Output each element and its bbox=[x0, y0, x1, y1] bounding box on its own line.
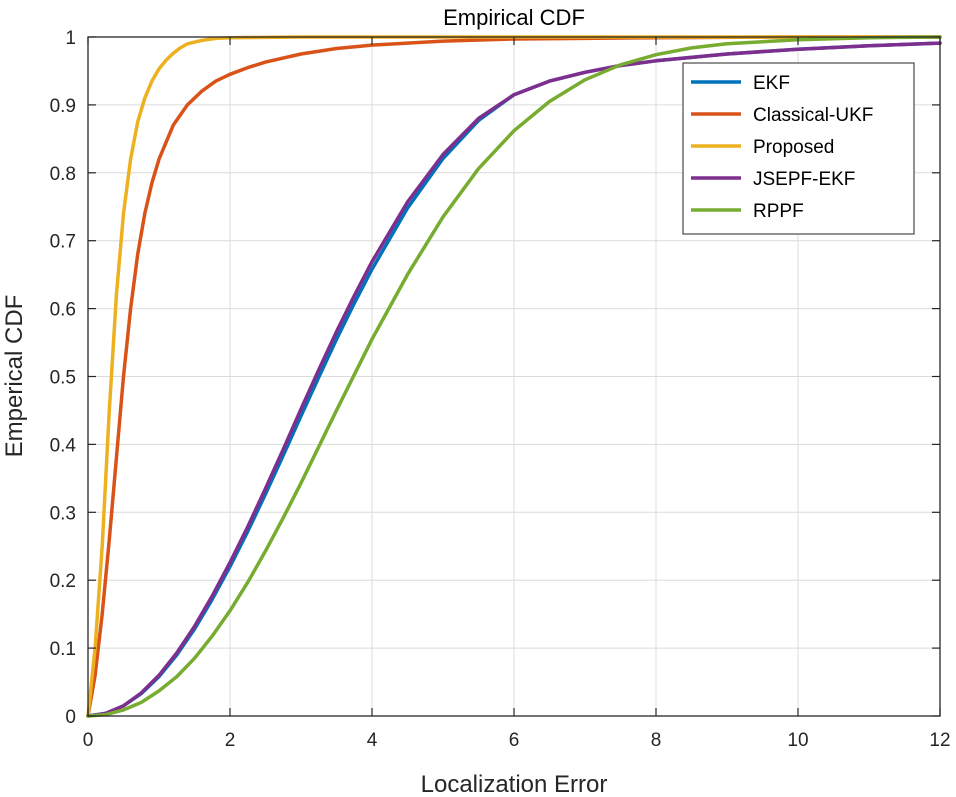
x-tick-label: 8 bbox=[651, 730, 662, 751]
y-tick-label: 1 bbox=[65, 28, 76, 49]
y-tick-label: 0.4 bbox=[50, 435, 77, 456]
axis-ticks: 0 2 4 6 8 10 12 0 0.1 0.2 0.3 0.4 0.5 0.6 0.7 0.8 0.9 1 bbox=[50, 28, 951, 751]
x-tick-label: 6 bbox=[509, 730, 520, 751]
y-tick-label: 0.8 bbox=[50, 164, 76, 185]
y-tick-label: 0.5 bbox=[50, 368, 76, 389]
series-line-jsepf-ekf bbox=[86, 41, 942, 718]
legend-label-classical-ukf: Classical-UKF bbox=[753, 105, 873, 126]
x-tick-label: 10 bbox=[787, 730, 808, 751]
legend-box bbox=[682, 62, 915, 235]
legend-label-rppf: RPPF bbox=[753, 201, 804, 222]
y-tick-label: 0.9 bbox=[50, 96, 76, 117]
x-tick-label: 0 bbox=[83, 730, 94, 751]
x-axis-label: Localization Error bbox=[421, 771, 608, 797]
y-axis-label: Emperical CDF bbox=[1, 295, 28, 458]
series-line-classical-ukf bbox=[86, 35, 942, 718]
legend-label-jsepf-ekf: JSEPF-EKF bbox=[753, 169, 855, 190]
x-tick-label: 2 bbox=[225, 730, 236, 751]
legend-label-proposed: Proposed bbox=[753, 137, 834, 158]
series-line-rppf bbox=[86, 35, 942, 718]
chart-title: Empirical CDF bbox=[443, 5, 585, 30]
legend: EKF Classical-UKF Proposed JSEPF-EKF RPPF bbox=[682, 62, 915, 235]
y-tick-label: 0 bbox=[65, 707, 76, 728]
x-tick-label: 4 bbox=[367, 730, 378, 751]
legend-label-ekf: EKF bbox=[753, 73, 790, 94]
y-tick-label: 0.6 bbox=[50, 300, 76, 321]
series-lines bbox=[86, 35, 942, 718]
y-tick-label: 0.2 bbox=[50, 571, 76, 592]
series-line-proposed bbox=[86, 35, 942, 718]
y-tick-label: 0.7 bbox=[50, 232, 76, 253]
x-tick-label: 12 bbox=[929, 730, 950, 751]
y-tick-label: 0.3 bbox=[50, 503, 76, 524]
y-tick-label: 0.1 bbox=[50, 639, 76, 660]
